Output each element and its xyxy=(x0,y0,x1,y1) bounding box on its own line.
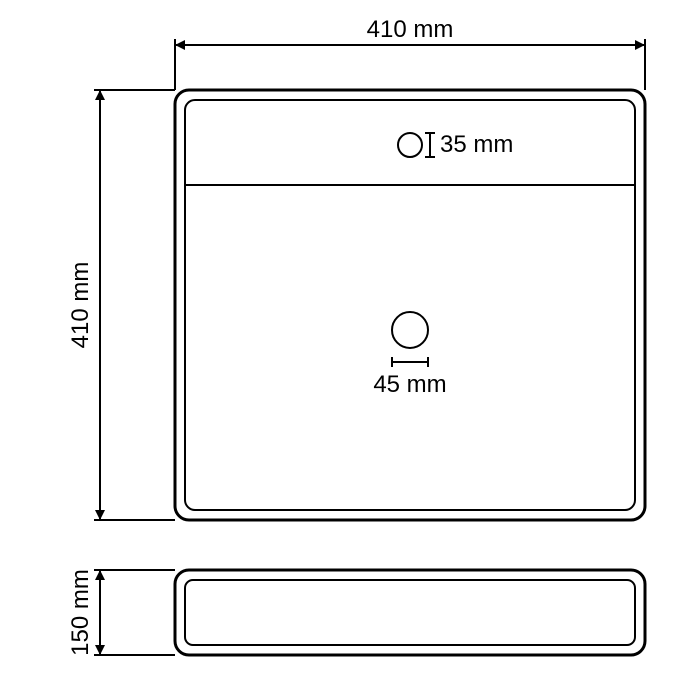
dim-faucet-label: 35 mm xyxy=(440,131,513,158)
side-view xyxy=(175,570,645,655)
dim-left-height: 410 mm xyxy=(67,90,175,520)
dim-side-height: 150 mm xyxy=(67,569,175,656)
top-view xyxy=(175,90,645,520)
dim-faucet: 35 mm xyxy=(425,131,513,158)
dimension-lines: 410 mm 410 mm 150 mm 35 mm 4 xyxy=(67,16,645,656)
top-outer-rect xyxy=(175,90,645,520)
side-inner-rect xyxy=(185,580,635,645)
dim-top-width: 410 mm xyxy=(175,16,645,90)
side-outer-rect xyxy=(175,570,645,655)
dim-drain-label: 45 mm xyxy=(373,371,446,398)
dim-left-height-label: 410 mm xyxy=(67,262,94,349)
technical-drawing: 410 mm 410 mm 150 mm 35 mm 4 xyxy=(0,0,700,700)
dim-side-height-label: 150 mm xyxy=(67,569,94,656)
top-inner-rect xyxy=(185,100,635,510)
drain-hole xyxy=(392,312,428,348)
faucet-hole xyxy=(398,133,422,157)
dim-drain: 45 mm xyxy=(373,357,446,398)
dim-top-width-label: 410 mm xyxy=(367,16,454,43)
